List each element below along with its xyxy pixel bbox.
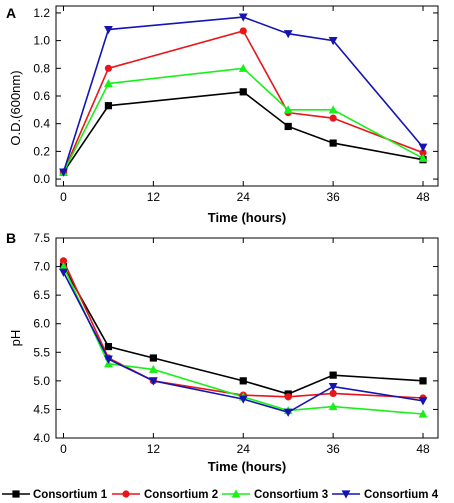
y-tick-label: 6.5 [33,288,50,302]
plot-frame [55,237,439,439]
data-point-series-1 [104,102,113,110]
legend-marker [341,490,351,499]
series-line-3 [62,67,424,173]
data-point-series-3 [104,78,113,88]
x-tick-label: 12 [147,442,161,456]
legend-label-2: Consortium 2 [144,489,218,501]
series-line-4 [62,16,424,173]
data-point-series-1 [329,139,337,147]
data-point-series-4 [238,395,248,404]
data-point-series-2 [104,64,113,72]
series-line-2 [62,29,424,173]
legend-entry-4: Consortium 4 [332,489,439,501]
data-point-series-3 [59,261,68,271]
legend-label-3: Consortium 3 [254,489,328,501]
legend-marker [12,490,20,498]
y-tick-label: 0.0 [33,172,50,186]
x-tick-label: 36 [326,190,340,204]
data-point-series-4 [418,143,428,152]
data-point-series-3 [283,105,293,114]
data-point-series-2 [329,114,337,122]
series-line-4 [62,271,424,414]
data-point-series-1 [104,342,113,351]
x-tick-label: 24 [237,190,251,204]
y-tick-label: 5.0 [33,374,50,388]
y-tick-label: 5.5 [33,345,50,359]
y-tick-label: 0.8 [33,61,50,75]
legend: Consortium 1 Consortium 2 Consortium 3 C… [2,489,439,501]
data-point-series-4 [238,13,248,22]
y-tick-label: 4.0 [33,431,50,445]
data-point-series-2 [329,389,337,398]
data-point-series-4 [328,382,338,392]
y-tick-label: 4.5 [33,402,50,416]
legend-symbol-4 [332,490,360,499]
y-tick-label: 7.0 [33,260,50,274]
data-point-series-4 [283,30,293,39]
data-point-series-3 [328,105,338,114]
y-tick-label: 1.2 [33,6,50,20]
data-point-series-1 [419,377,427,385]
legend-marker [231,489,241,498]
panel-a-ylabel: O.D.(600nm) [8,70,23,145]
data-point-series-3 [328,401,338,411]
data-point-series-1 [284,122,292,131]
series-line-1 [62,91,424,173]
data-point-series-4 [104,355,113,364]
data-point-series-4 [59,168,68,177]
y-tick-label: 0.6 [33,89,50,103]
legend-symbol-2 [112,490,140,498]
panel-a-xlabel: Time (hours) [208,210,287,225]
panel-a-axes: 0 12 24 36 48 0.0 0.2 0.4 0.6 0.8 1.0 1.2 [33,5,439,204]
y-tick-label: 0.4 [33,117,50,131]
panel-b-label: B [6,230,16,246]
panel-a: A 0 12 24 36 48 0.0 0.2 0.4 0.6 0.8 1.0 1.2 O.D.(60… [6,5,439,225]
data-point-series-4 [148,377,158,386]
data-point-series-1 [239,88,247,96]
data-point-series-1 [329,371,337,379]
data-point-series-2 [59,257,68,265]
legend-label-4: Consortium 4 [364,489,439,501]
data-point-series-2 [419,149,427,157]
series-line-1 [62,266,424,395]
y-tick-label: 7.5 [33,231,50,245]
data-point-series-1 [239,377,247,385]
data-point-series-3 [418,409,428,418]
data-point-series-4 [283,408,293,417]
data-point-series-3 [148,364,158,374]
data-point-series-4 [104,25,113,35]
x-tick-label: 48 [416,190,430,204]
data-point-series-3 [238,63,248,72]
panel-a-label: A [6,5,16,21]
data-point-series-4 [328,37,338,46]
data-point-series-1 [149,354,157,362]
x-tick-label: 24 [237,442,251,456]
data-point-series-3 [418,153,428,162]
data-point-series-4 [418,397,428,406]
x-tick-label: 12 [147,190,161,204]
data-point-series-2 [284,393,292,401]
legend-label-1: Consortium 1 [33,489,108,501]
panel-b-axes: 0 12 24 36 48 4.0 4.5 5.0 5.5 6.0 6.5 7.0 7.5 [33,231,439,456]
data-point-series-2 [239,27,247,35]
panel-b: B 0 12 24 36 48 4.0 4.5 5.0 5.5 6.0 6.5 7.0 7.5 pH T… [6,230,439,474]
y-tick-label: 6.0 [33,317,50,331]
data-point-series-4 [59,268,68,277]
x-tick-label: 0 [60,442,67,456]
panel-b-xlabel: Time (hours) [208,459,287,474]
y-tick-label: 1.0 [33,34,50,48]
legend-symbol-1 [2,490,30,498]
x-tick-label: 0 [60,190,67,204]
legend-entry-3: Consortium 3 [222,489,328,501]
x-tick-label: 48 [416,442,430,456]
x-tick-label: 36 [326,442,340,456]
legend-marker [122,490,130,498]
legend-symbol-3 [222,489,250,498]
legend-entry-2: Consortium 2 [112,489,218,501]
y-tick-label: 0.2 [33,144,50,158]
panel-b-ylabel: pH [8,330,23,347]
legend-entry-1: Consortium 1 [2,489,108,501]
